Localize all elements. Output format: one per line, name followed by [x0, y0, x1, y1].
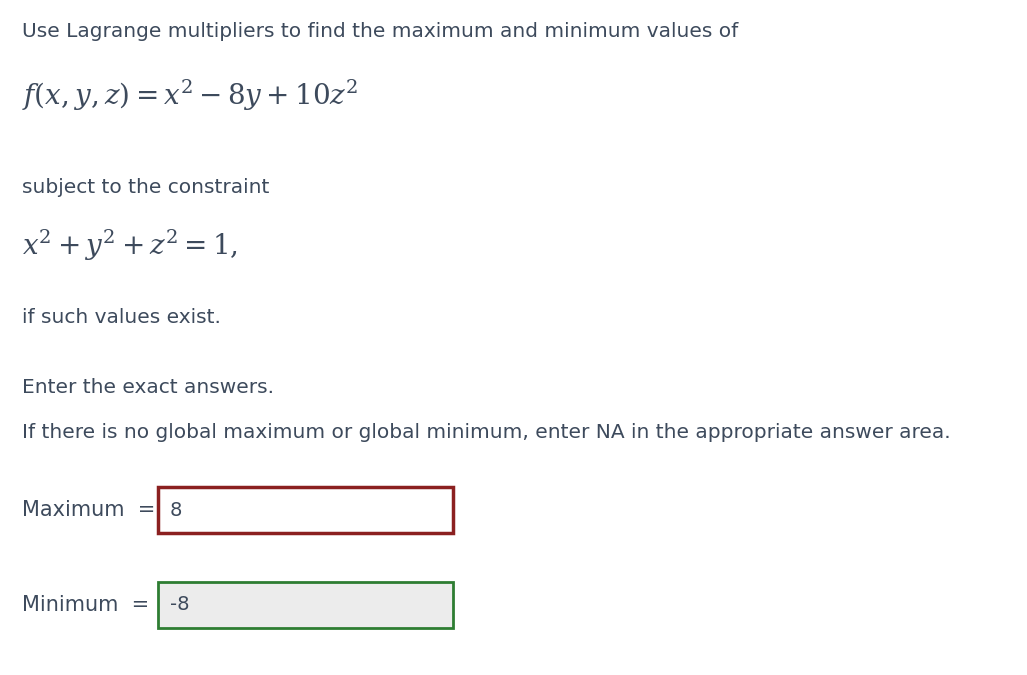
Text: Minimum  =: Minimum = — [22, 595, 149, 615]
FancyBboxPatch shape — [158, 582, 453, 628]
FancyBboxPatch shape — [158, 487, 453, 533]
Text: -8: -8 — [170, 595, 190, 614]
Text: Enter the exact answers.: Enter the exact answers. — [22, 378, 274, 397]
Text: subject to the constraint: subject to the constraint — [22, 178, 269, 197]
Text: If there is no global maximum or global minimum, enter NA in the appropriate ans: If there is no global maximum or global … — [22, 423, 951, 442]
Text: 8: 8 — [170, 500, 183, 520]
Text: $x^2 + y^2 + z^2 = 1,$: $x^2 + y^2 + z^2 = 1,$ — [22, 228, 238, 263]
Text: Maximum  =: Maximum = — [22, 500, 155, 520]
Text: Use Lagrange multipliers to find the maximum and minimum values of: Use Lagrange multipliers to find the max… — [22, 22, 738, 41]
Text: $f(x, y, z) = x^2 - 8y + 10z^2$: $f(x, y, z) = x^2 - 8y + 10z^2$ — [22, 78, 358, 113]
Text: if such values exist.: if such values exist. — [22, 308, 221, 327]
